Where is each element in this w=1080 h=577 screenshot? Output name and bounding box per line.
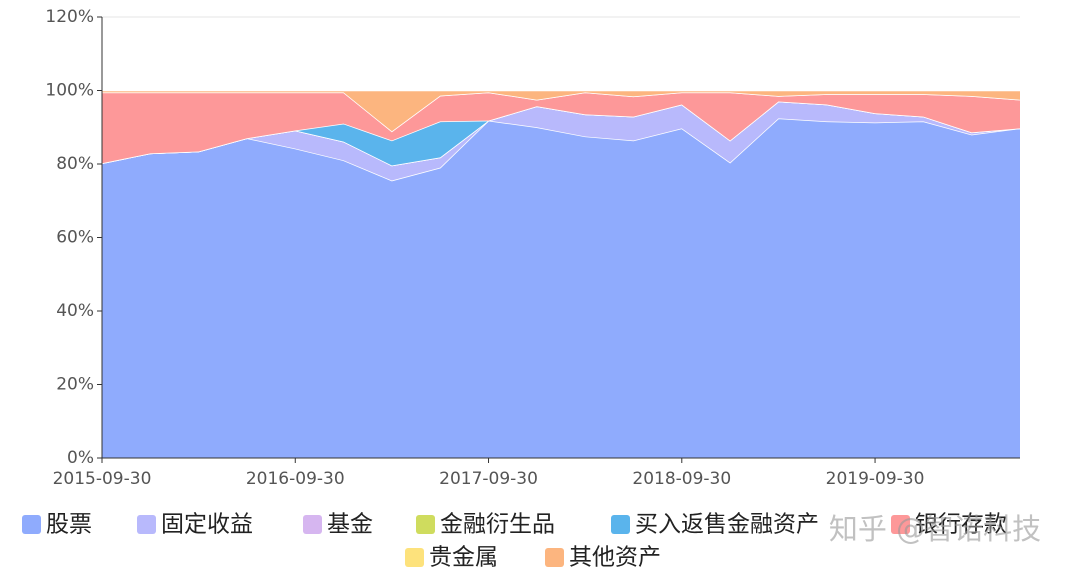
legend-swatch — [891, 515, 910, 534]
legend-label: 贵金属 — [429, 545, 498, 571]
legend-swatch — [545, 548, 564, 567]
legend-label: 固定收益 — [161, 512, 253, 538]
legend-label: 基金 — [327, 512, 373, 538]
legend-swatch — [405, 548, 424, 567]
area — [102, 118, 1020, 459]
legend-label: 金融衍生品 — [440, 512, 555, 538]
legend-swatch — [416, 515, 435, 534]
x-tick-label: 2019-09-30 — [826, 469, 925, 489]
watermark: 知乎 @智诺科技 — [829, 512, 1041, 546]
legend-swatch — [137, 515, 156, 534]
y-tick-label: 0% — [67, 448, 94, 468]
x-tick-label: 2016-09-30 — [246, 469, 345, 489]
legend-label: 股票 — [46, 512, 92, 538]
legend-label: 银行存款 — [915, 512, 1007, 538]
y-tick-label: 40% — [56, 301, 94, 321]
y-tick-label: 120% — [45, 7, 94, 27]
area — [102, 92, 1020, 164]
y-tick-label: 60% — [56, 228, 94, 248]
area — [102, 101, 1020, 181]
x-tick-label: 2017-09-30 — [439, 469, 538, 489]
x-tick-label: 2015-09-30 — [53, 469, 152, 489]
legend-swatch — [303, 515, 322, 534]
legend-swatch — [22, 515, 41, 534]
legend-label: 买入返售金融资产 — [635, 512, 819, 538]
y-tick-label: 100% — [45, 81, 94, 101]
y-tick-label: 80% — [56, 154, 94, 174]
area-edge — [101, 117, 1021, 182]
legend-label: 其他资产 — [569, 545, 661, 571]
y-tick-label: 20% — [56, 375, 94, 395]
legend-swatch — [611, 515, 630, 534]
x-tick-label: 2018-09-30 — [632, 469, 731, 489]
